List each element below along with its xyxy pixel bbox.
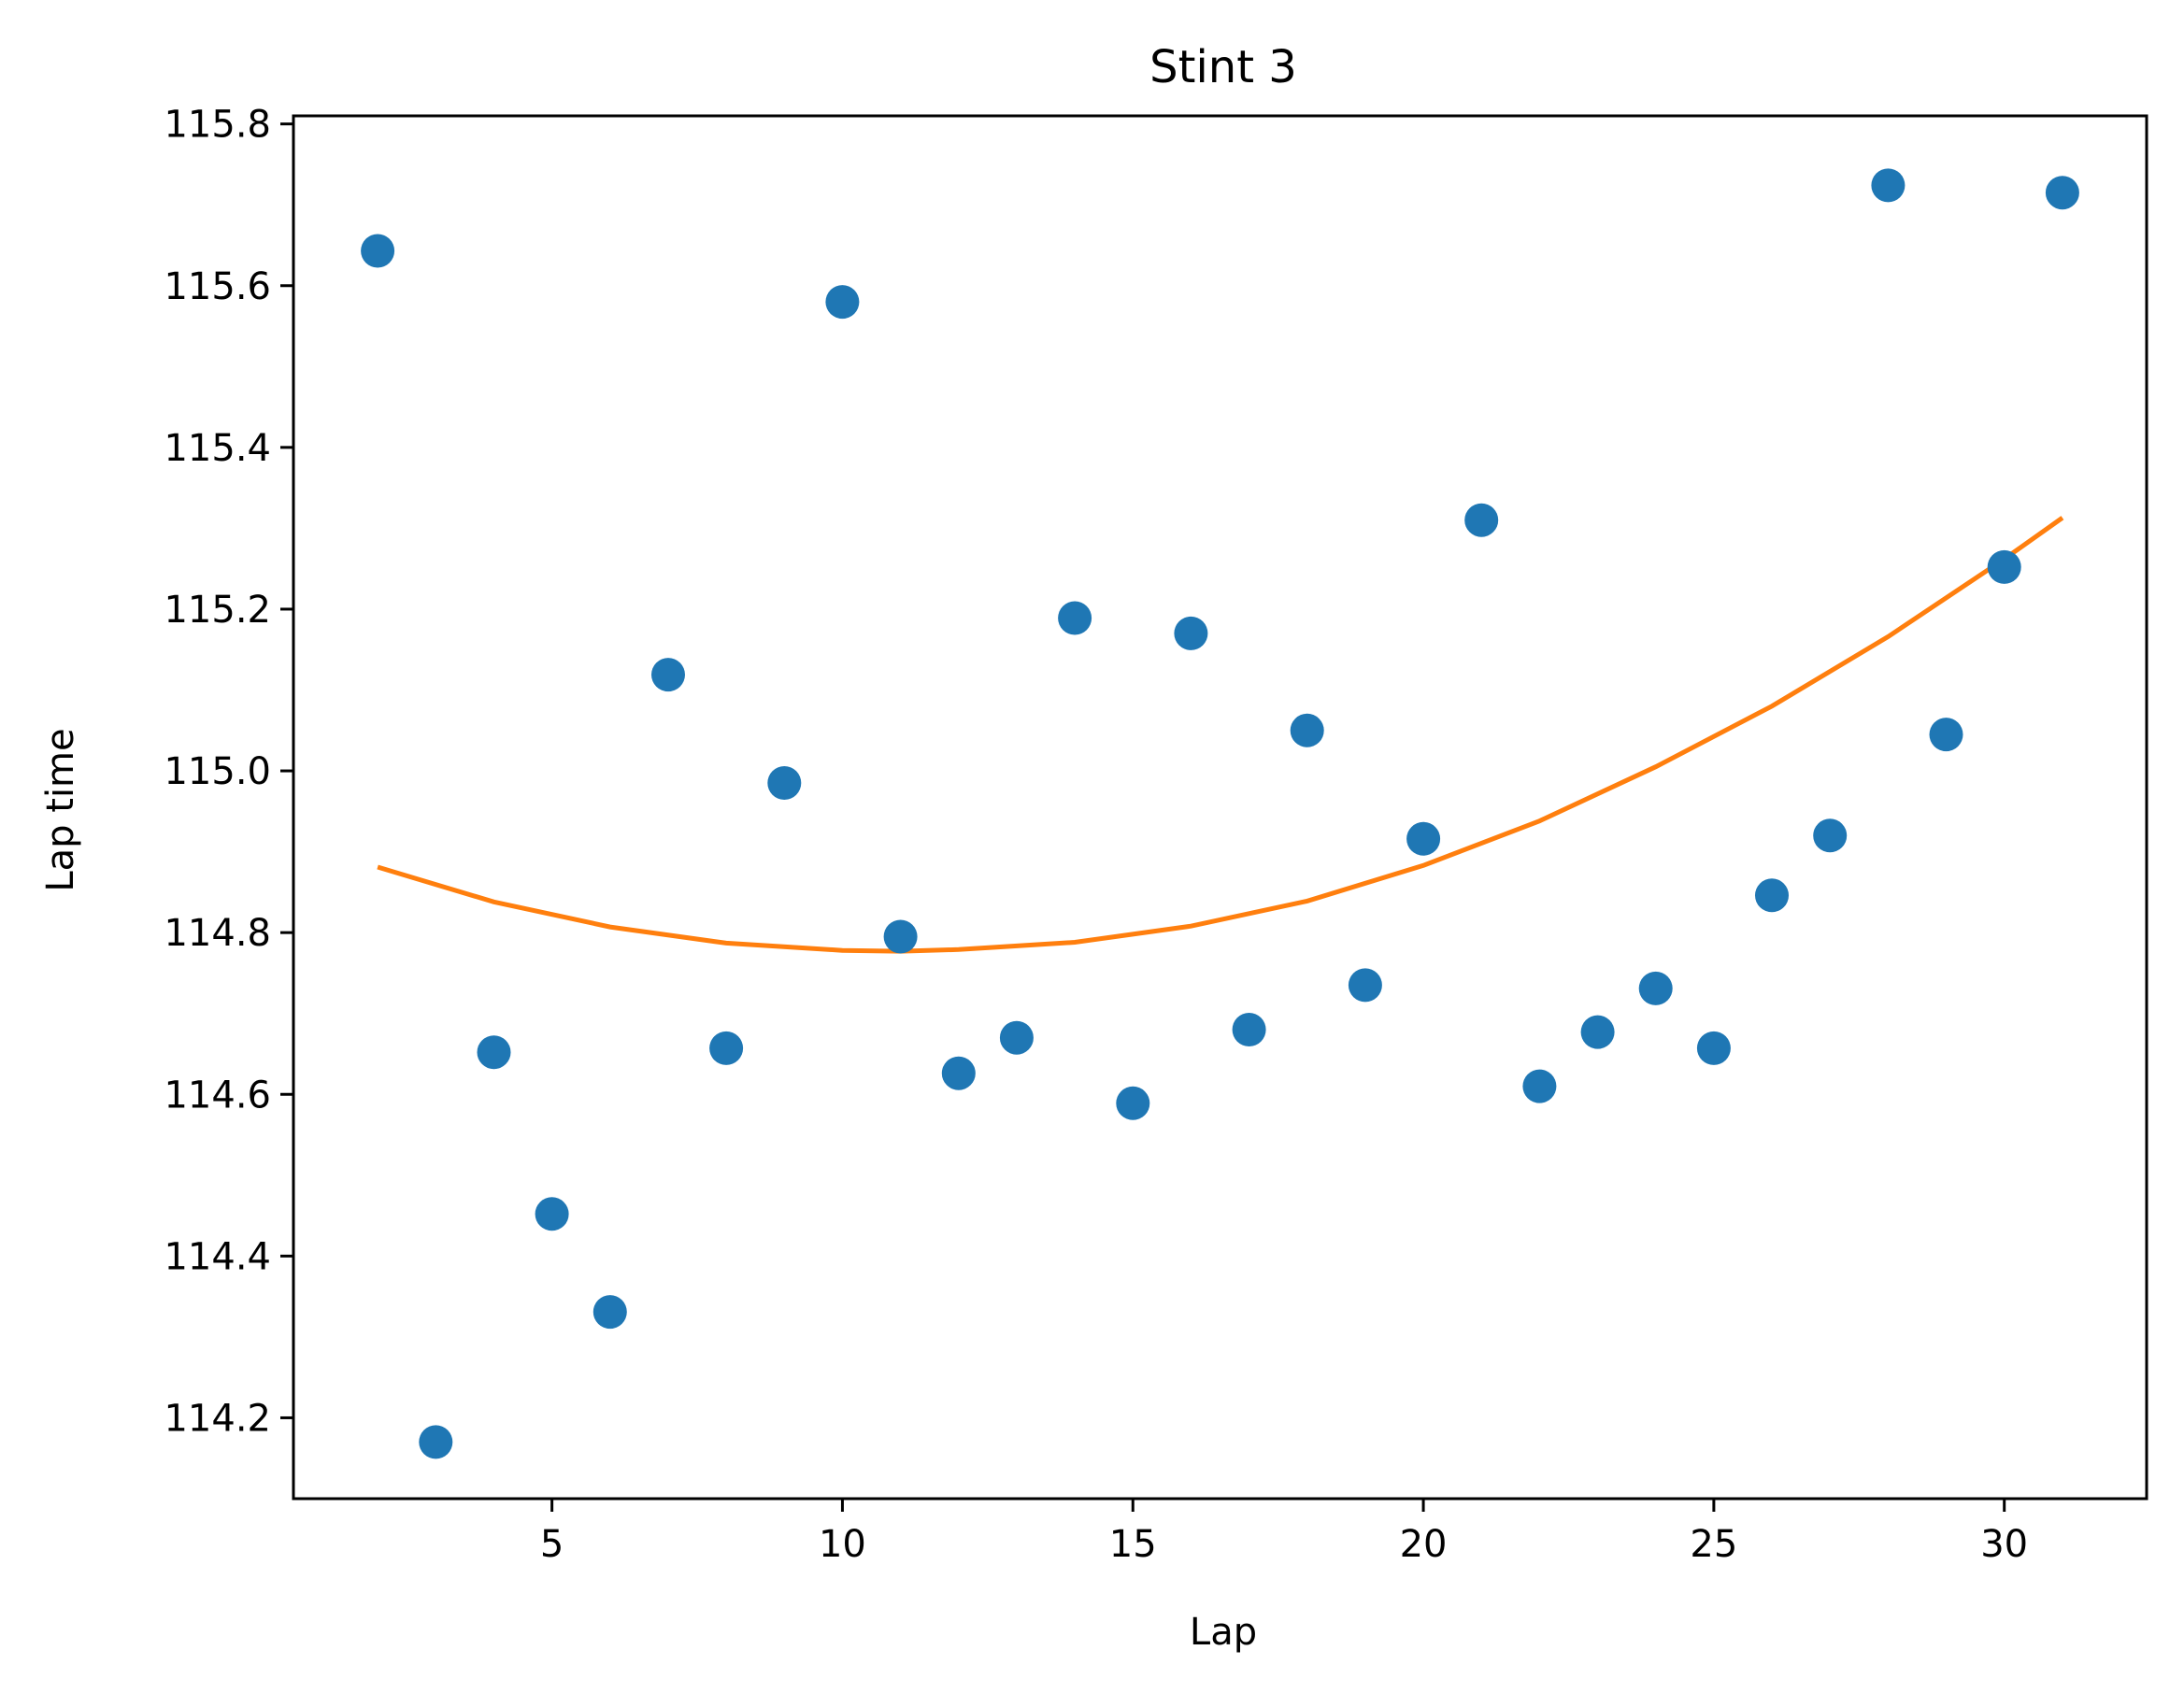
data-point-lap-7	[651, 658, 685, 692]
data-point-lap-9	[767, 766, 802, 800]
data-point-lap-28	[1871, 168, 1906, 203]
data-point-lap-30	[1987, 549, 2021, 584]
data-point-lap-19	[1348, 968, 1382, 1003]
data-point-lap-22	[1522, 1069, 1557, 1103]
x-axis-title: Lap	[1190, 1611, 1257, 1654]
y-tick-label-114.8: 114.8	[164, 912, 271, 955]
y-tick-label-114.2: 114.2	[164, 1397, 271, 1440]
data-point-lap-8	[709, 1031, 744, 1065]
data-point-lap-25	[1696, 1031, 1731, 1065]
x-tick-label-25: 25	[1690, 1523, 1737, 1566]
x-tick-label-15: 15	[1109, 1523, 1157, 1566]
data-point-lap-16	[1174, 616, 1208, 650]
y-tick-label-115.8: 115.8	[164, 104, 271, 147]
data-point-lap-17	[1232, 1013, 1266, 1046]
y-tick-label-115.2: 115.2	[164, 589, 271, 632]
y-tick-label-114.6: 114.6	[164, 1074, 271, 1117]
axes-frame	[292, 114, 2148, 1501]
x-tick-label-20: 20	[1400, 1523, 1448, 1566]
data-point-lap-29	[1929, 718, 1963, 752]
plot-area: 5 10 15 20 25 30 114.2 114.4 114.6 114.8 115.0 115.…	[164, 104, 2148, 1566]
data-point-lap-4	[477, 1035, 511, 1070]
y-tick-label-115.4: 115.4	[164, 427, 271, 470]
data-point-lap-23	[1580, 1015, 1615, 1049]
data-point-lap-11	[883, 919, 918, 954]
y-tick-label-114.4: 114.4	[164, 1235, 271, 1278]
y-tick-label-115.0: 115.0	[164, 750, 271, 793]
data-point-lap-21	[1464, 503, 1499, 537]
data-point-lap-12	[941, 1056, 976, 1090]
data-point-lap-26	[1755, 878, 1789, 913]
x-tick-label-30: 30	[1980, 1523, 2028, 1566]
data-point-lap-15	[1116, 1086, 1150, 1120]
x-tick-label-5: 5	[540, 1523, 564, 1566]
data-point-lap-2	[361, 234, 395, 268]
chart-title: Stint 3	[1149, 41, 1297, 93]
data-point-lap-10	[825, 285, 860, 320]
data-point-lap-14	[1058, 601, 1092, 635]
fit-curve-line	[377, 516, 2064, 954]
y-tick-label-115.6: 115.6	[164, 265, 271, 308]
data-point-lap-5	[535, 1197, 569, 1231]
data-point-lap-6	[592, 1295, 627, 1330]
data-point-lap-31	[2045, 176, 2079, 210]
data-point-lap-24	[1638, 971, 1673, 1005]
data-point-lap-27	[1813, 818, 1848, 853]
data-point-lap-3	[419, 1425, 453, 1459]
data-point-lap-13	[999, 1020, 1034, 1055]
y-axis-title: Lap time	[39, 728, 82, 891]
data-point-lap-20	[1406, 821, 1441, 856]
data-point-lap-18	[1290, 713, 1324, 747]
x-tick-label-10: 10	[819, 1523, 866, 1566]
